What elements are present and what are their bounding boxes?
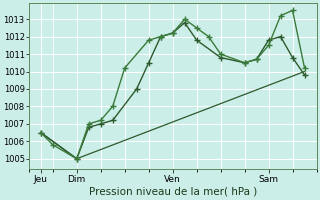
X-axis label: Pression niveau de la mer( hPa ): Pression niveau de la mer( hPa ) xyxy=(89,187,257,197)
